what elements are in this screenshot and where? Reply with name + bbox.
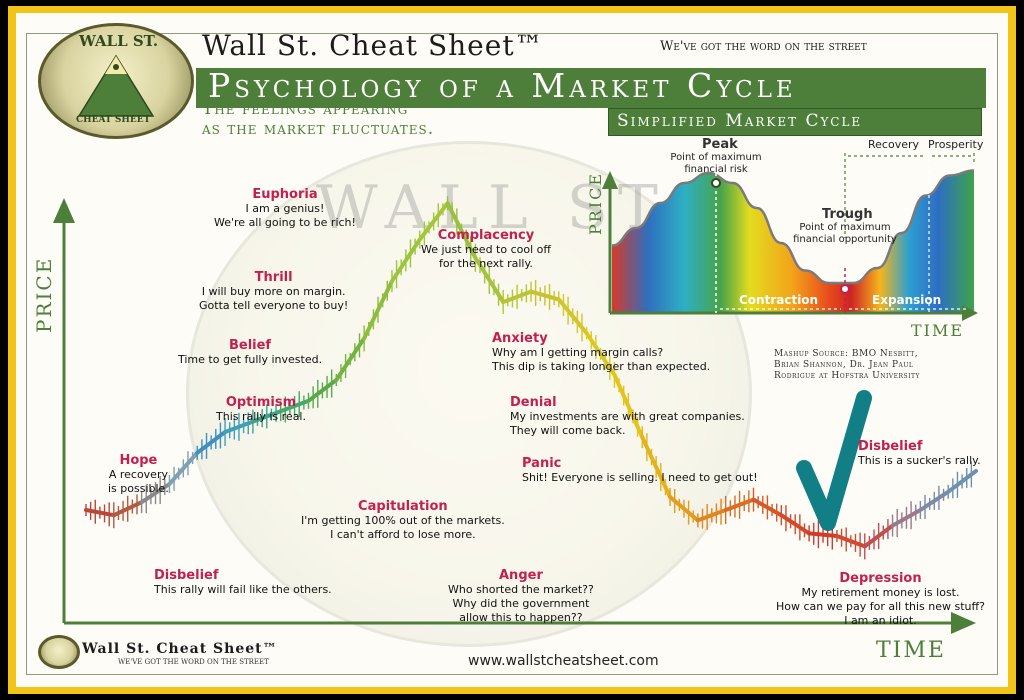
inset-cycle-curve	[611, 169, 975, 285]
stage-title: Disbelief	[858, 439, 923, 454]
stage-text-line: Who shorted the market??	[448, 583, 594, 596]
stage-title: Capitulation	[358, 499, 448, 514]
stage-text-line: A recovery	[108, 468, 168, 481]
stage-title: Panic	[522, 456, 562, 471]
stage-title: Belief	[228, 338, 272, 353]
inset-cycle-area	[612, 170, 974, 313]
inset-y-arrow-icon	[602, 171, 618, 189]
trough-marker	[840, 284, 850, 294]
stage-title: Anxiety	[492, 331, 548, 346]
prosperity-label: Prosperity	[928, 138, 984, 151]
credit-line1: Mashup Source: BMO Nesbitt,	[774, 349, 919, 359]
stage-thrill-note: Thrill I will buy more on margin. Gotta te…	[199, 270, 348, 313]
stage-capitulation-note: Capitulation I'm getting 100% out of the …	[301, 499, 505, 542]
pyramid-icon	[77, 54, 155, 117]
stage-anxiety-note: Anxiety Why am I getting margin calls? Thi…	[492, 331, 710, 374]
recovery-label: Recovery	[868, 138, 920, 151]
stage-hope-note: Hope A recovery is possible.	[108, 453, 169, 496]
stage-depression-note: Depression My retirement money is lost. Ho…	[776, 571, 985, 628]
stage-text-line: I will buy more on margin.	[201, 285, 346, 298]
stage-complacency-note: Complacency We just need to cool off for t…	[421, 228, 551, 271]
simplified-title: Simplified Market Cycle	[617, 111, 863, 131]
peak-marker	[711, 178, 721, 188]
footer-tagline: We've got the word on the street	[118, 658, 269, 666]
stage-title: Hope	[119, 453, 158, 468]
credit-line2: Brian Shannon, Dr. Jean Paul	[774, 360, 914, 370]
contraction-label: Contraction	[739, 293, 819, 307]
stage-text-line: We just need to cool off	[421, 243, 551, 256]
expansion-label: Expansion	[872, 293, 942, 307]
stage-disbelief-note: Disbelief This rally will fail like the o…	[154, 568, 332, 597]
stage-title: Anger	[499, 568, 543, 583]
stage-text-line: allow this to happen??	[459, 611, 583, 624]
stage-euphoria-note: Euphoria I am a genius! We're all going to…	[214, 187, 356, 230]
simplified-banner: Simplified Market Cycle	[608, 108, 982, 136]
credit-line3: Rodrigue at Hofstra University	[774, 371, 920, 381]
stage-title: Optimism	[225, 395, 297, 410]
inset-cycle-chart	[602, 153, 978, 321]
stage-disbelief-note: Disbelief This is a sucker's rally.	[858, 439, 981, 468]
poster: WALL ST. WALL ST. CHEAT SHEET Wall St. C…	[16, 13, 1008, 687]
stage-belief-note: Belief Time to get fully invested.	[178, 338, 322, 367]
stage-title: Disbelief	[154, 568, 219, 583]
title-banner: Psychology of a Market Cycle	[196, 66, 986, 108]
stage-text-line: I'm getting 100% out of the markets.	[301, 514, 505, 527]
price-series	[84, 196, 978, 560]
stage-text-line: I am a genius!	[245, 202, 325, 215]
main-title: Psychology of a Market Cycle	[208, 66, 797, 105]
footer-logo-seal	[38, 635, 80, 669]
footer-url[interactable]: www.wallstcheatsheet.com	[468, 653, 659, 669]
stage-title: Complacency	[437, 228, 535, 243]
stage-text-line: is possible.	[108, 482, 169, 495]
main-price-chart	[53, 196, 978, 634]
trough-note: Point of maximum financial opportunity	[793, 222, 897, 245]
stage-title: Denial	[510, 395, 557, 410]
stage-title: Thrill	[254, 270, 293, 285]
brand-title: Wall St. Cheat Sheet™	[202, 29, 544, 62]
inset-y-label: Price	[586, 171, 605, 235]
stage-text-line: They will come back.	[510, 424, 626, 437]
stage-text-line: This is a sucker's rally.	[858, 454, 981, 467]
logo-seal: WALL ST. CHEAT SHEET	[38, 23, 194, 139]
peak-note: Point of maximum financial risk	[670, 152, 762, 175]
inset-x-label: Time	[911, 321, 965, 340]
stage-text-line: for the next rally.	[439, 257, 533, 270]
stage-text-line: This dip is taking longer than expected.	[492, 360, 711, 373]
stage-title: Depression	[839, 571, 922, 586]
stage-text-line: This rally will fail like the others.	[154, 583, 332, 596]
stage-text-line: I am an idiot.	[844, 614, 917, 627]
x-axis-arrow-icon	[951, 612, 976, 634]
subtitle-line1: The feelings appearing	[202, 99, 409, 119]
stage-text-line: I can't afford to lose more.	[330, 528, 476, 541]
stage-text-line: Shit! Everyone is selling. I need to get…	[522, 471, 758, 484]
stage-anger-note: Anger Who shorted the market?? Why did the…	[448, 568, 594, 625]
stage-text-line: Gotta tell everyone to buy!	[199, 299, 349, 312]
peak-label: Peak	[702, 137, 738, 152]
inner-border	[26, 33, 998, 675]
seal-top-text: WALL ST.	[79, 32, 159, 50]
stage-text-line: Why did the government	[452, 597, 590, 610]
stage-denial-note: Denial My investments are with great comp…	[510, 395, 745, 438]
seal-bottom-text: CHEAT SHEET	[76, 115, 151, 125]
footer-brand: Wall St. Cheat Sheet™	[82, 641, 278, 657]
stage-text-line: My investments are with great companies.	[510, 410, 745, 423]
stage-text-line: How can we pay for all this new stuff?	[776, 600, 985, 613]
checkmark-icon	[796, 390, 872, 531]
stage-title: Euphoria	[252, 187, 318, 202]
watermark-text: WALL ST.	[316, 173, 689, 243]
stage-text-line: Time to get fully invested.	[178, 353, 323, 366]
brand-tagline: We've got the word on the street	[660, 39, 867, 54]
y-axis-arrow-icon	[53, 198, 75, 223]
stage-text-line: Why am I getting margin calls?	[492, 346, 664, 359]
trough-label: Trough	[822, 207, 873, 222]
stage-text-line: This rally is real.	[216, 410, 306, 423]
stage-optimism-note: Optimism This rally is real.	[216, 395, 306, 424]
stage-text-line: My retirement money is lost.	[801, 586, 960, 599]
subtitle-line2: as the market fluctuates.	[202, 119, 435, 139]
stage-text-line: We're all going to be rich!	[214, 216, 356, 229]
x-axis-label: Time	[876, 638, 946, 663]
stage-panic-note: Panic Shit! Everyone is selling. I need t…	[522, 456, 758, 485]
